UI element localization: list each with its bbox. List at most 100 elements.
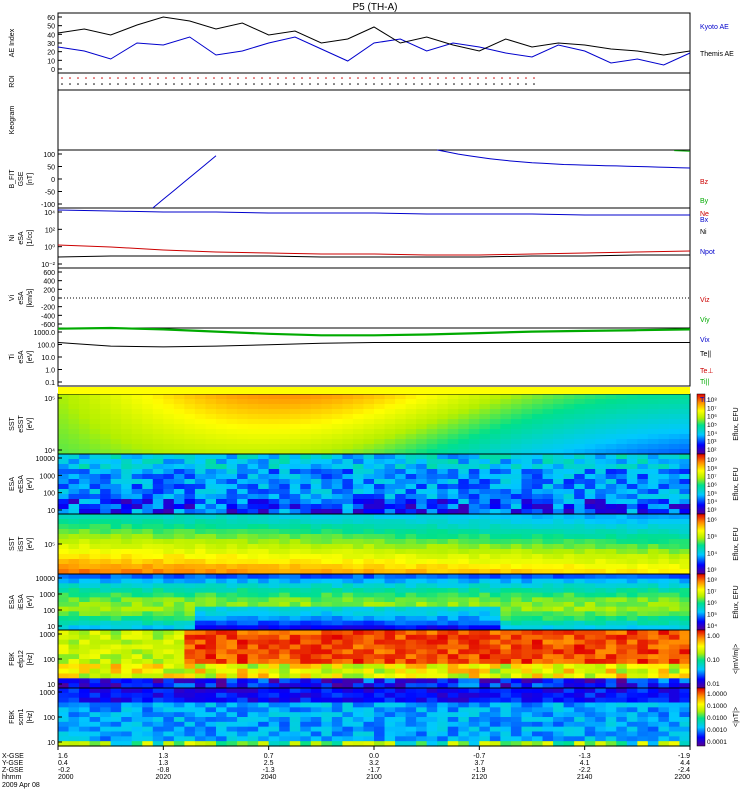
spectrogram-cell <box>489 479 501 485</box>
spectrogram-cell <box>237 429 249 435</box>
spectrogram-cell <box>532 588 544 594</box>
spectrogram-cell <box>668 583 681 589</box>
roi-dot <box>381 83 383 85</box>
spectrogram-cell <box>226 404 238 410</box>
spectrogram-cell <box>584 564 596 570</box>
spectrogram-cell <box>226 454 238 460</box>
spectrogram-cell <box>247 474 259 480</box>
spectrogram-cell <box>258 434 270 440</box>
spectrogram-cell <box>521 414 533 420</box>
spectrogram-cell <box>300 654 312 660</box>
spectrogram-cell <box>405 717 417 723</box>
spectrogram-cell <box>58 454 70 460</box>
spectrogram-cell <box>374 726 386 733</box>
spectrogram-cell <box>584 559 596 565</box>
spectrogram-cell <box>205 429 217 435</box>
spectrogram-cell <box>173 439 185 445</box>
spectrogram-cell <box>173 429 185 435</box>
spectrogram-cell <box>58 449 70 455</box>
spectrogram-cell <box>426 434 438 440</box>
spectrogram-cell <box>258 654 270 660</box>
spectrogram-cell <box>300 668 312 675</box>
spectrogram-cell <box>300 683 312 689</box>
spectrogram-cell <box>374 499 386 505</box>
roi-dot <box>349 77 351 79</box>
spectrogram-cell <box>268 439 280 445</box>
spectrogram-cell <box>416 499 428 505</box>
spectrogram-cell <box>532 409 544 415</box>
spectrogram-cell <box>163 444 175 450</box>
spectrogram-cell <box>342 509 354 515</box>
spectrogram-cell <box>131 449 143 455</box>
spectrogram-cell <box>310 529 322 535</box>
spectrogram-cell <box>426 494 438 500</box>
spectrogram-cell <box>384 707 396 713</box>
spectrogram-cell <box>163 583 175 589</box>
spectrogram-cell <box>352 602 365 608</box>
spectrogram-cell <box>447 697 459 704</box>
spectrogram-cell <box>79 489 91 495</box>
spectrogram-cell <box>447 639 459 646</box>
spectrogram-cell <box>89 519 101 525</box>
spectrogram-cell <box>437 654 449 660</box>
spectrogram-cell <box>563 697 575 704</box>
spectrogram-cell <box>395 602 407 608</box>
spectrogram-cell <box>300 692 312 699</box>
spectrogram-cell <box>521 464 533 470</box>
spectrogram-cell <box>616 654 628 660</box>
spectrogram-cell <box>58 464 70 470</box>
spectrogram-cell <box>458 404 470 410</box>
spectrogram-cell <box>626 731 638 737</box>
spectrogram-cell <box>289 702 301 708</box>
spectrogram-cell <box>163 509 175 515</box>
spectrogram-cell <box>468 697 480 704</box>
spectrogram-cell <box>342 644 354 650</box>
spectrogram-cell <box>310 688 322 694</box>
spectrogram-cell <box>553 707 565 713</box>
spectrogram-cell <box>68 479 80 485</box>
spectrogram-cell <box>563 611 575 617</box>
spectrogram-cell <box>342 620 354 626</box>
spectrogram-cell <box>679 649 691 655</box>
spectrogram-cell <box>79 484 91 490</box>
spectrogram-cell <box>68 606 80 612</box>
roi-dot <box>501 83 503 85</box>
spectrogram-cell <box>553 726 565 733</box>
spectrogram-cell <box>121 539 133 545</box>
spectrogram-cell <box>405 484 417 490</box>
spectrogram-cell <box>426 509 438 515</box>
spectrogram-cell <box>194 583 207 589</box>
spectrogram-cell <box>447 721 459 728</box>
spectrogram-cell <box>152 549 164 555</box>
spectrogram-cell <box>352 583 365 589</box>
spectrogram-cell <box>300 454 312 460</box>
spectrogram-cell <box>553 479 565 485</box>
spectrogram-cell <box>500 630 512 636</box>
spectrogram-cell <box>331 697 343 704</box>
spectrogram-cell <box>679 726 691 733</box>
spectrogram-cell <box>563 683 575 689</box>
spectrogram-cell <box>310 509 322 515</box>
spectrogram-cell <box>458 668 470 675</box>
spectrogram-cell <box>194 616 207 622</box>
spectrogram-cell <box>605 529 617 535</box>
legend-label: Ne <box>700 211 709 218</box>
spectrogram-cell <box>289 514 301 520</box>
spectrogram-cell <box>637 731 649 737</box>
spectrogram-cell <box>489 726 501 733</box>
spectrogram-cell <box>131 707 143 713</box>
spectrogram-cell <box>152 602 164 608</box>
spectrogram-cell <box>237 717 249 723</box>
spectrogram-cell <box>479 597 491 603</box>
spectrogram-cell <box>489 394 501 400</box>
spectrogram-cell <box>310 583 322 589</box>
spectrogram-cell <box>142 469 154 475</box>
spectrogram-cell <box>616 692 628 699</box>
spectrogram-cell <box>584 524 596 530</box>
spectrogram-cell <box>447 404 459 410</box>
spectrogram-cell <box>468 419 480 425</box>
spectrogram-cell <box>100 654 112 660</box>
spectrogram-cell <box>479 574 491 580</box>
spectrogram-cell <box>500 454 512 460</box>
spectrogram-cell <box>647 404 659 410</box>
